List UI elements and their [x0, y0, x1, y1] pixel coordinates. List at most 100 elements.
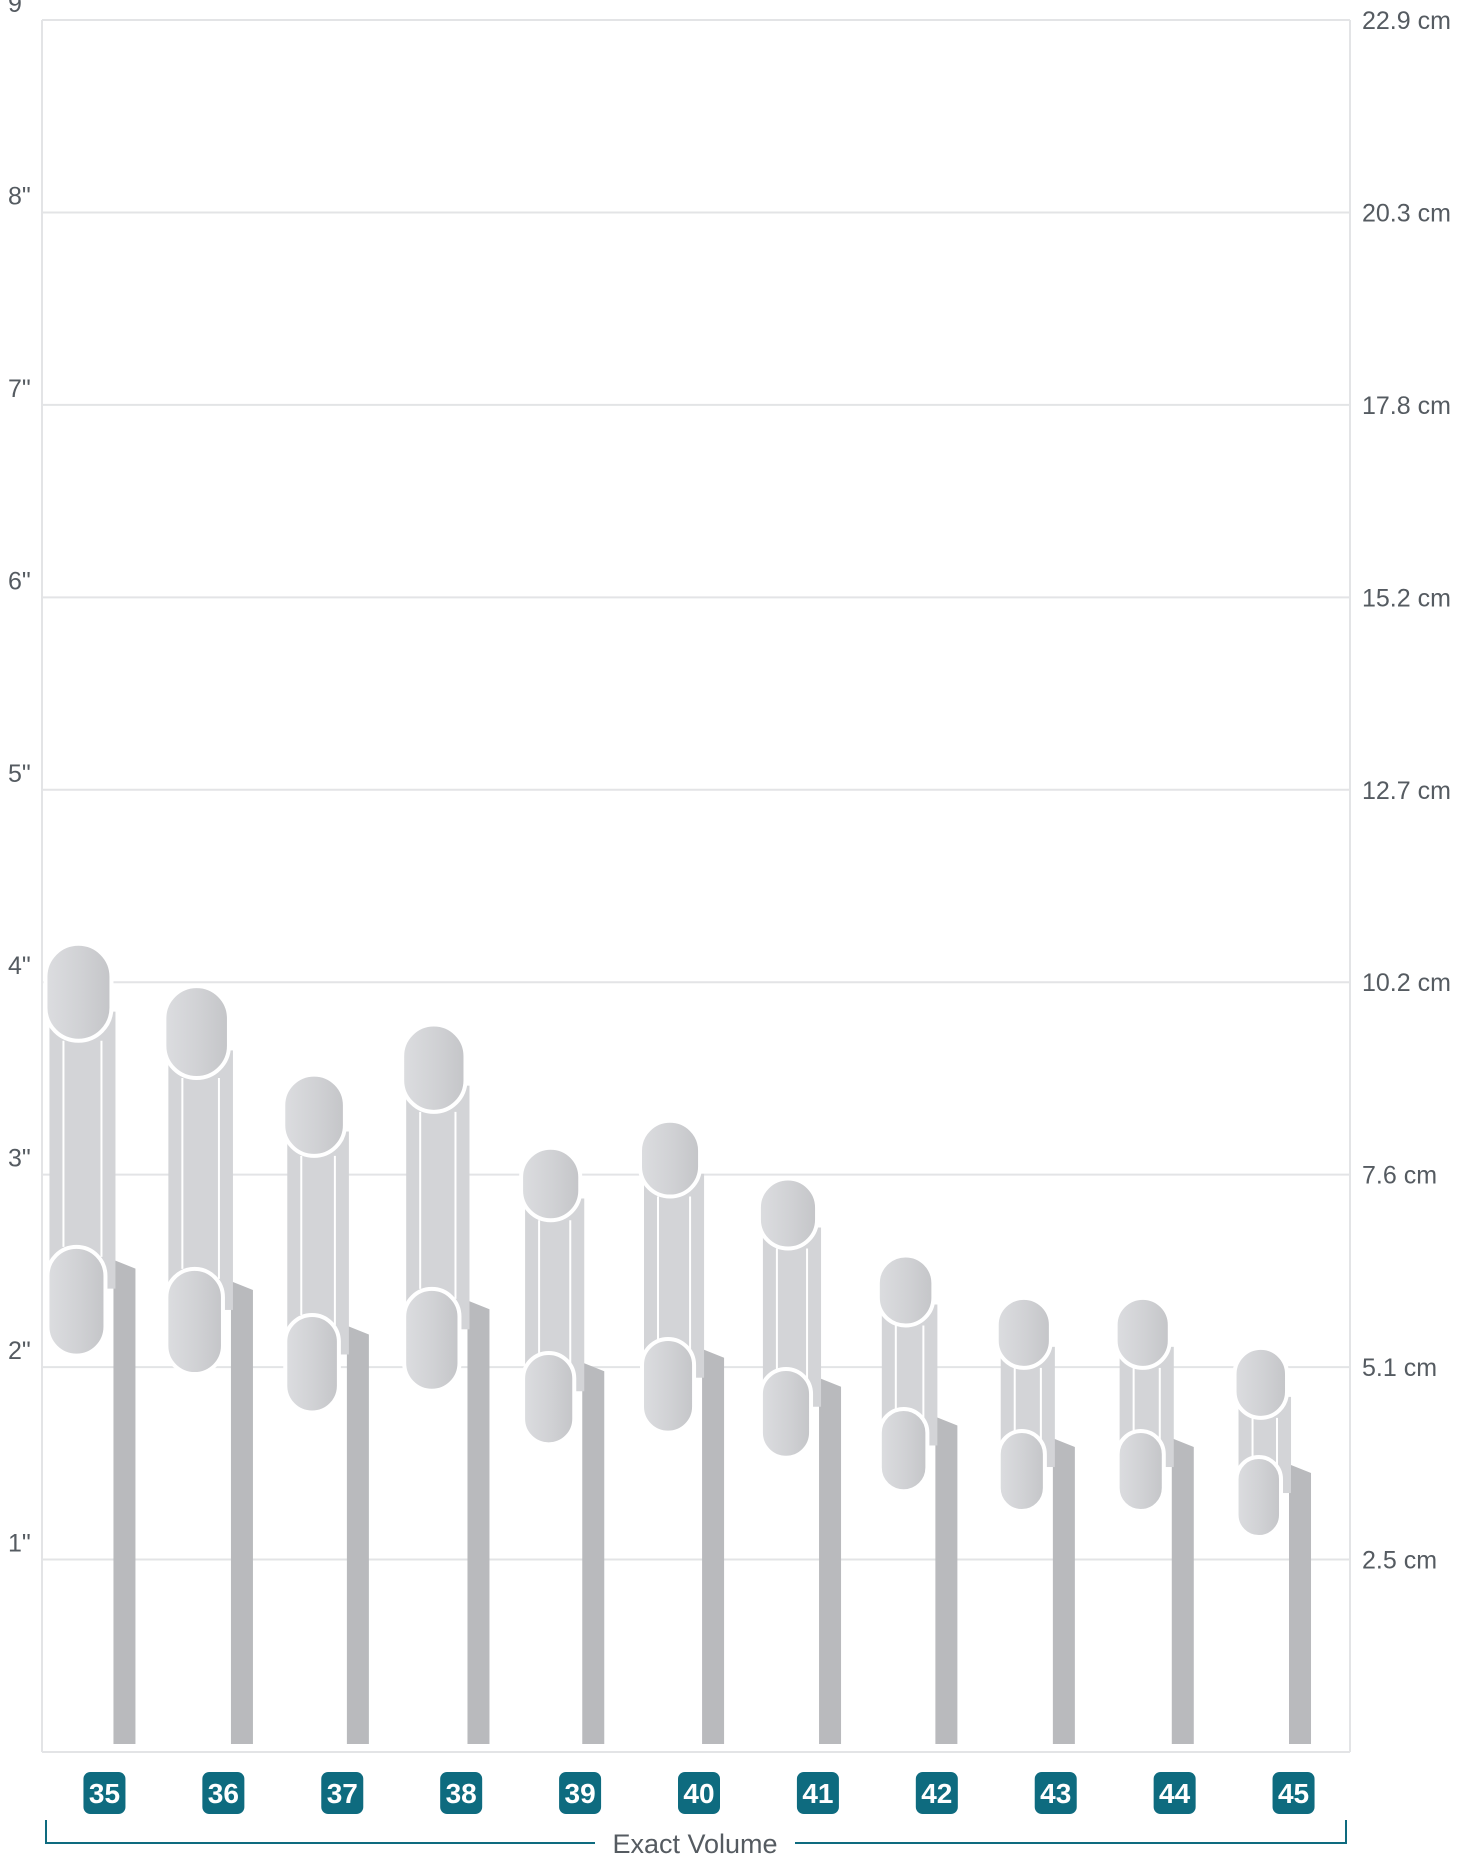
y-tick-label-left: 1" [8, 1530, 31, 1558]
badge-background [202, 1772, 245, 1814]
bar-lower-capsule [45, 1244, 108, 1358]
y-tick-label-left: 5" [8, 760, 31, 788]
y-tick-label-left: 8" [8, 182, 31, 210]
bar-stem [1281, 1461, 1312, 1744]
y-tick-label-left: 6" [8, 567, 31, 595]
category-label: 38 [446, 1778, 477, 1809]
y-tick-label-left: 7" [8, 375, 31, 403]
bar-body [49, 1011, 116, 1289]
badge-background [1034, 1772, 1077, 1814]
y-tick-label-right: 15.2 cm [1362, 584, 1451, 612]
y-tick-label-right: 12.7 cm [1362, 777, 1451, 805]
bar-44 [1113, 1295, 1194, 1744]
bar-stem [459, 1297, 490, 1744]
category-badge-37: 37 [321, 1772, 364, 1814]
y-tick-label-left: 3" [8, 1145, 31, 1173]
bar-lower-capsule [758, 1366, 814, 1460]
y-tick-label-right: 17.8 cm [1362, 392, 1451, 420]
x-axis-label: Exact Volume [612, 1829, 777, 1856]
bar-stem [1044, 1435, 1075, 1744]
bar-body [168, 1050, 233, 1310]
bar-upper-capsule [638, 1118, 703, 1199]
y-tick-label-right: 10.2 cm [1362, 969, 1451, 997]
y-tick-label-right: 20.3 cm [1362, 199, 1451, 227]
badge-background [321, 1772, 364, 1814]
category-label: 35 [89, 1778, 120, 1809]
bar-upper-capsule [162, 984, 231, 1080]
category-label: 37 [327, 1778, 358, 1809]
y-tick-label-left: 9" [8, 0, 31, 18]
bar-lower-capsule [402, 1286, 462, 1393]
bar-40 [638, 1118, 725, 1744]
bar-lower-capsule [283, 1312, 341, 1415]
bar-45 [1232, 1345, 1312, 1744]
bar-stem [1163, 1435, 1194, 1744]
category-badge-41: 41 [796, 1772, 839, 1814]
category-badge-38: 38 [440, 1772, 483, 1814]
x-axis-bracket: Exact Volume [45, 1820, 1347, 1856]
badge-background [83, 1772, 126, 1814]
y-tick-label-left: 4" [8, 952, 31, 980]
badge-background [1272, 1772, 1315, 1814]
badge-layer: 35 36 37 38 39 40 41 42 43 44 45 [83, 1772, 1315, 1814]
category-label: 36 [208, 1778, 239, 1809]
bar-41 [756, 1176, 842, 1744]
category-label: 44 [1159, 1778, 1191, 1809]
bar-stem [105, 1256, 136, 1744]
bar-stem [338, 1322, 369, 1744]
bar-lower-capsule [1115, 1429, 1166, 1514]
bar-stem [811, 1374, 842, 1744]
bar-stem [694, 1345, 725, 1744]
bar-upper-capsule [994, 1295, 1053, 1370]
bar-lower-capsule [877, 1407, 930, 1494]
category-badge-40: 40 [678, 1772, 720, 1814]
category-label: 42 [921, 1778, 952, 1809]
badge-background [440, 1772, 483, 1814]
y-tick-label-right: 5.1 cm [1362, 1354, 1437, 1382]
category-badge-44: 44 [1153, 1772, 1196, 1814]
bar-upper-capsule [400, 1022, 468, 1114]
bar-43 [994, 1295, 1075, 1744]
y-tick-label-left: 2" [8, 1337, 31, 1365]
category-label: 39 [565, 1778, 596, 1809]
category-badge-39: 39 [559, 1772, 602, 1814]
bar-upper-capsule [519, 1145, 583, 1223]
y-tick-label-right: 22.9 cm [1362, 7, 1451, 35]
label-layer: 1" 2.5 cm 2" 5.1 cm 3" 7.6 cm 4" 10.2 cm 5" 12.7 … [8, 0, 1451, 1575]
bar-lower-capsule [1234, 1455, 1284, 1540]
bar-35 [43, 941, 136, 1744]
bar-upper-capsule [43, 941, 114, 1043]
y-tick-label-right: 7.6 cm [1362, 1162, 1437, 1190]
bar-upper-capsule [875, 1253, 936, 1328]
bar-42 [875, 1253, 958, 1744]
bar-lower-capsule [521, 1350, 577, 1447]
bracket-right-line [795, 1820, 1347, 1844]
bar-stem [574, 1359, 605, 1744]
bar-lower-capsule [640, 1336, 697, 1435]
bar-stem [927, 1413, 958, 1744]
badge-background [559, 1772, 602, 1814]
category-badge-43: 43 [1034, 1772, 1077, 1814]
badge-background [915, 1772, 958, 1814]
bar-37 [281, 1072, 369, 1744]
category-badge-36: 36 [202, 1772, 245, 1814]
category-badge-45: 45 [1272, 1772, 1315, 1814]
bar-39 [519, 1145, 605, 1744]
bar-upper-capsule [1232, 1345, 1290, 1420]
badge-background [796, 1772, 839, 1814]
category-label: 45 [1278, 1778, 1309, 1809]
badge-background [678, 1772, 720, 1814]
bar-upper-capsule [756, 1176, 820, 1251]
y-tick-label-right: 2.5 cm [1362, 1547, 1437, 1575]
bar-upper-capsule [1113, 1295, 1172, 1370]
category-badge-42: 42 [915, 1772, 958, 1814]
bar-upper-capsule [281, 1072, 347, 1158]
bar-stem [222, 1277, 253, 1744]
category-badge-35: 35 [83, 1772, 126, 1814]
bracket-left-line [45, 1820, 595, 1844]
bar-lower-capsule [996, 1429, 1047, 1514]
bar-36 [162, 984, 253, 1744]
bar-38 [400, 1022, 490, 1744]
